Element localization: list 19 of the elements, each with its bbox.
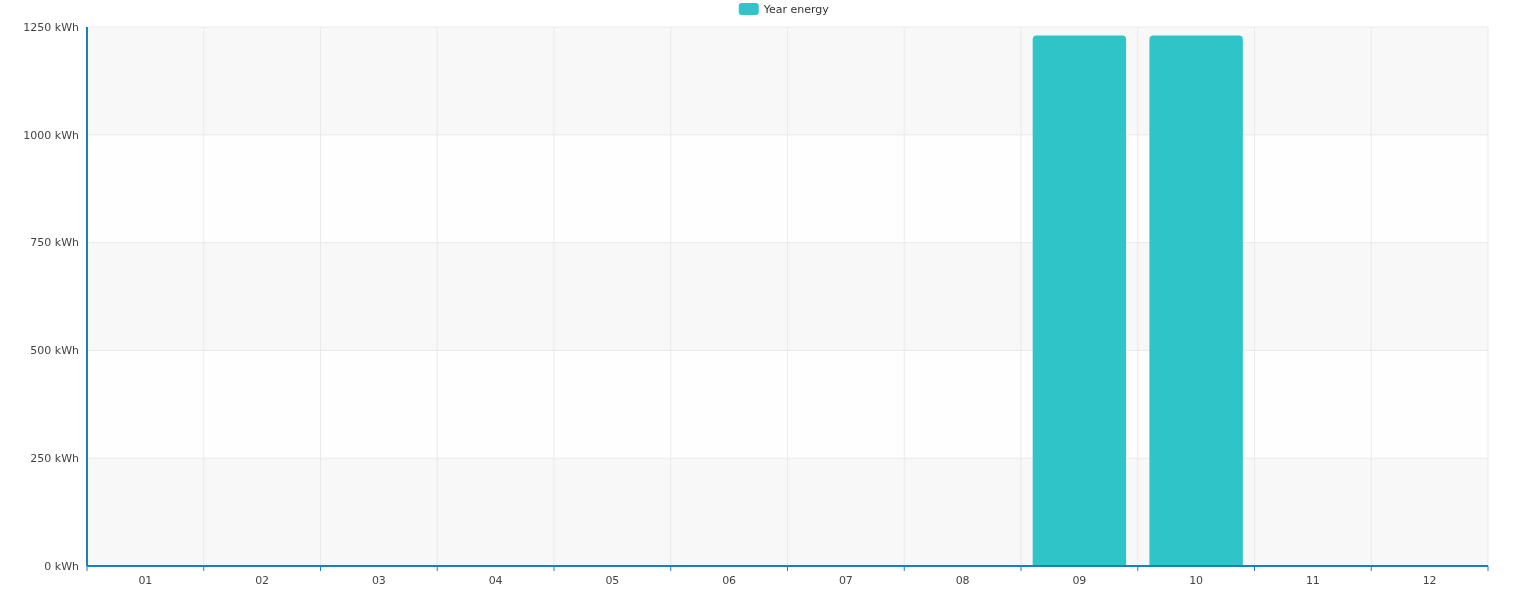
- x-tick-label: 12: [1422, 574, 1437, 587]
- x-tick-label: 04: [488, 574, 503, 587]
- x-tick-label: 01: [138, 574, 153, 587]
- y-tick-label: 250 kWh: [30, 452, 80, 466]
- y-tick-label: 1250 kWh: [23, 20, 80, 34]
- x-tick-label: 06: [722, 574, 737, 587]
- x-tick-label: 05: [605, 574, 620, 587]
- x-tick-label: 07: [838, 574, 853, 587]
- y-tick-label: 500 kWh: [30, 344, 80, 358]
- y-tick-label: 750 kWh: [30, 236, 80, 250]
- y-tick-label: 0 kWh: [44, 559, 80, 573]
- x-tick-label: 10: [1189, 574, 1204, 587]
- x-tick-label: 11: [1305, 574, 1320, 587]
- x-tick-label: 09: [1072, 574, 1087, 587]
- x-tick-label: 08: [955, 574, 970, 587]
- y-tick-label: 1000 kWh: [23, 128, 80, 142]
- x-tick-label: 03: [371, 574, 386, 587]
- legend-label: Year energy: [762, 2, 830, 16]
- x-tick-label: 02: [255, 574, 270, 587]
